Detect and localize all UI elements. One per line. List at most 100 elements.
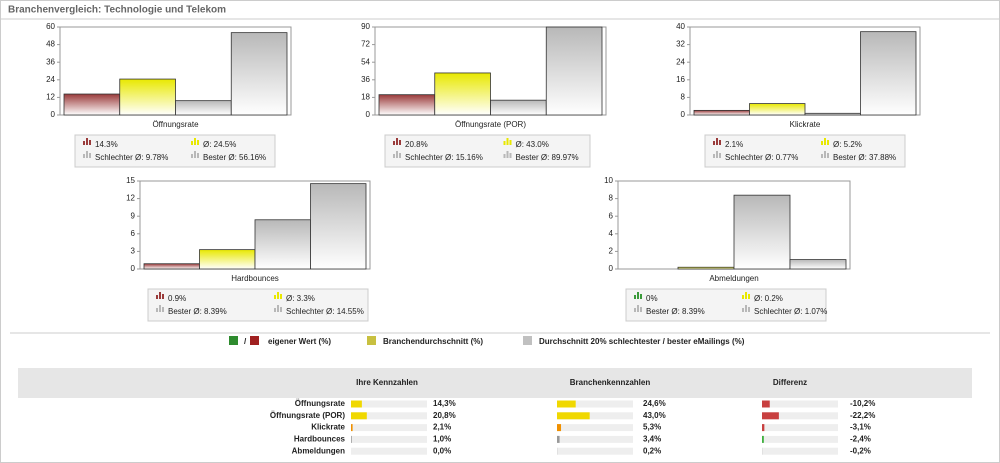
legend-icon [89, 140, 91, 145]
y-tick-label: 32 [676, 40, 685, 49]
cell-value: 20,8% [433, 411, 456, 420]
bar [804, 112, 861, 116]
value-label: Bester Ø: 8.39% [168, 307, 227, 316]
value-label: Bester Ø: 89.97% [516, 153, 579, 162]
y-tick-label: 8 [609, 194, 614, 203]
row-label: Öffnungsrate [295, 399, 346, 408]
cell-value: 3,4% [643, 435, 661, 444]
bar-track [351, 412, 427, 420]
bar-track [762, 447, 838, 455]
legend-icon [509, 140, 512, 145]
bar [63, 93, 121, 116]
value-label: Schlechter Ø: 0.77% [725, 153, 798, 162]
bar [789, 259, 847, 270]
legend-icon [393, 141, 395, 145]
cell-value: 24,6% [643, 399, 666, 408]
legend-icon [399, 140, 401, 145]
row-label: Hardbounces [294, 435, 346, 444]
legend-icon [89, 153, 91, 158]
x-axis-label: Klickrate [790, 120, 821, 129]
bar-track [351, 400, 427, 408]
bar [434, 72, 491, 116]
cell-value: 0,2% [643, 446, 661, 455]
bar-track [351, 435, 427, 443]
legend-icon [162, 294, 164, 299]
bar [199, 249, 256, 270]
y-tick-label: 0 [131, 264, 136, 273]
legend-icon [396, 151, 398, 158]
cell-value: -0,2% [850, 446, 871, 455]
bar [733, 194, 791, 270]
y-tick-label: 9 [131, 211, 136, 220]
legend-icon [640, 307, 642, 312]
legend-icon [277, 292, 279, 299]
y-tick-label: 60 [46, 22, 55, 31]
cell-value: -3,1% [850, 423, 871, 432]
legend-icon [634, 308, 636, 312]
value-label: 0.9% [168, 294, 186, 303]
value-label: Bester Ø: 56.16% [203, 153, 266, 162]
value-box [74, 134, 276, 168]
value-label: Schlechter Ø: 9.78% [95, 153, 168, 162]
table-bar [762, 424, 765, 432]
row-label: Öffnungsrate (POR) [270, 411, 345, 420]
y-tick-label: 36 [46, 57, 55, 66]
y-tick-label: 16 [676, 75, 685, 84]
table-header [18, 368, 972, 398]
table-bar [557, 412, 590, 420]
value-label: 0% [646, 294, 658, 303]
bar [175, 100, 232, 116]
y-tick-label: 8 [681, 93, 686, 102]
value-label: Ø: 5.2% [833, 140, 862, 149]
x-axis-label: Hardbounces [231, 274, 279, 283]
legend-icon [83, 154, 85, 158]
table-bar [557, 435, 560, 443]
legend-icon [194, 138, 196, 145]
legend-icon [713, 141, 715, 145]
legend-icon [748, 294, 750, 299]
y-tick-label: 0 [366, 110, 371, 119]
legend-label: Durchschnitt 20% schlechtester / bester … [539, 337, 745, 346]
legend-swatch [250, 336, 259, 345]
y-tick-label: 24 [46, 75, 55, 84]
cell-value: -10,2% [850, 399, 875, 408]
bar-track [351, 424, 427, 432]
table-bar [762, 412, 779, 420]
value-box [147, 288, 369, 322]
y-tick-label: 15 [126, 176, 135, 185]
legend-icon [716, 138, 718, 145]
y-tick-label: 3 [131, 247, 136, 256]
y-tick-label: 48 [46, 40, 55, 49]
table-bar [351, 424, 353, 432]
row-label: Abmeldungen [292, 446, 345, 455]
x-axis-label: Öffnungsrate (POR) [455, 120, 526, 129]
legend-icon [745, 292, 747, 299]
cell-value: 2,1% [433, 423, 451, 432]
bar [119, 78, 176, 116]
legend-icon [506, 151, 509, 158]
bar [230, 32, 288, 116]
bar [490, 99, 547, 116]
value-label: Schlechter Ø: 15.16% [405, 153, 483, 162]
legend-icon [197, 153, 199, 158]
legend-icon [506, 138, 509, 145]
cell-value: 0,0% [433, 446, 451, 455]
cell-value: 1,0% [433, 435, 451, 444]
legend-icon [197, 140, 199, 145]
legend-icon [194, 151, 196, 158]
legend-icon [399, 153, 401, 158]
value-label: Ø: 0.2% [754, 294, 783, 303]
value-box [704, 134, 906, 168]
legend-label: / [244, 337, 247, 346]
y-tick-label: 90 [361, 22, 370, 31]
legend-icon [821, 154, 823, 158]
legend-icon [748, 307, 750, 312]
value-label: 2.1% [725, 140, 743, 149]
bar [545, 26, 603, 116]
cell-value: 43,0% [643, 411, 666, 420]
legend-icon [274, 308, 276, 312]
bar-track [557, 447, 633, 455]
y-tick-label: 6 [131, 229, 136, 238]
x-axis-label: Abmeldungen [709, 274, 758, 283]
legend-label: Branchendurchschnitt (%) [383, 337, 483, 346]
